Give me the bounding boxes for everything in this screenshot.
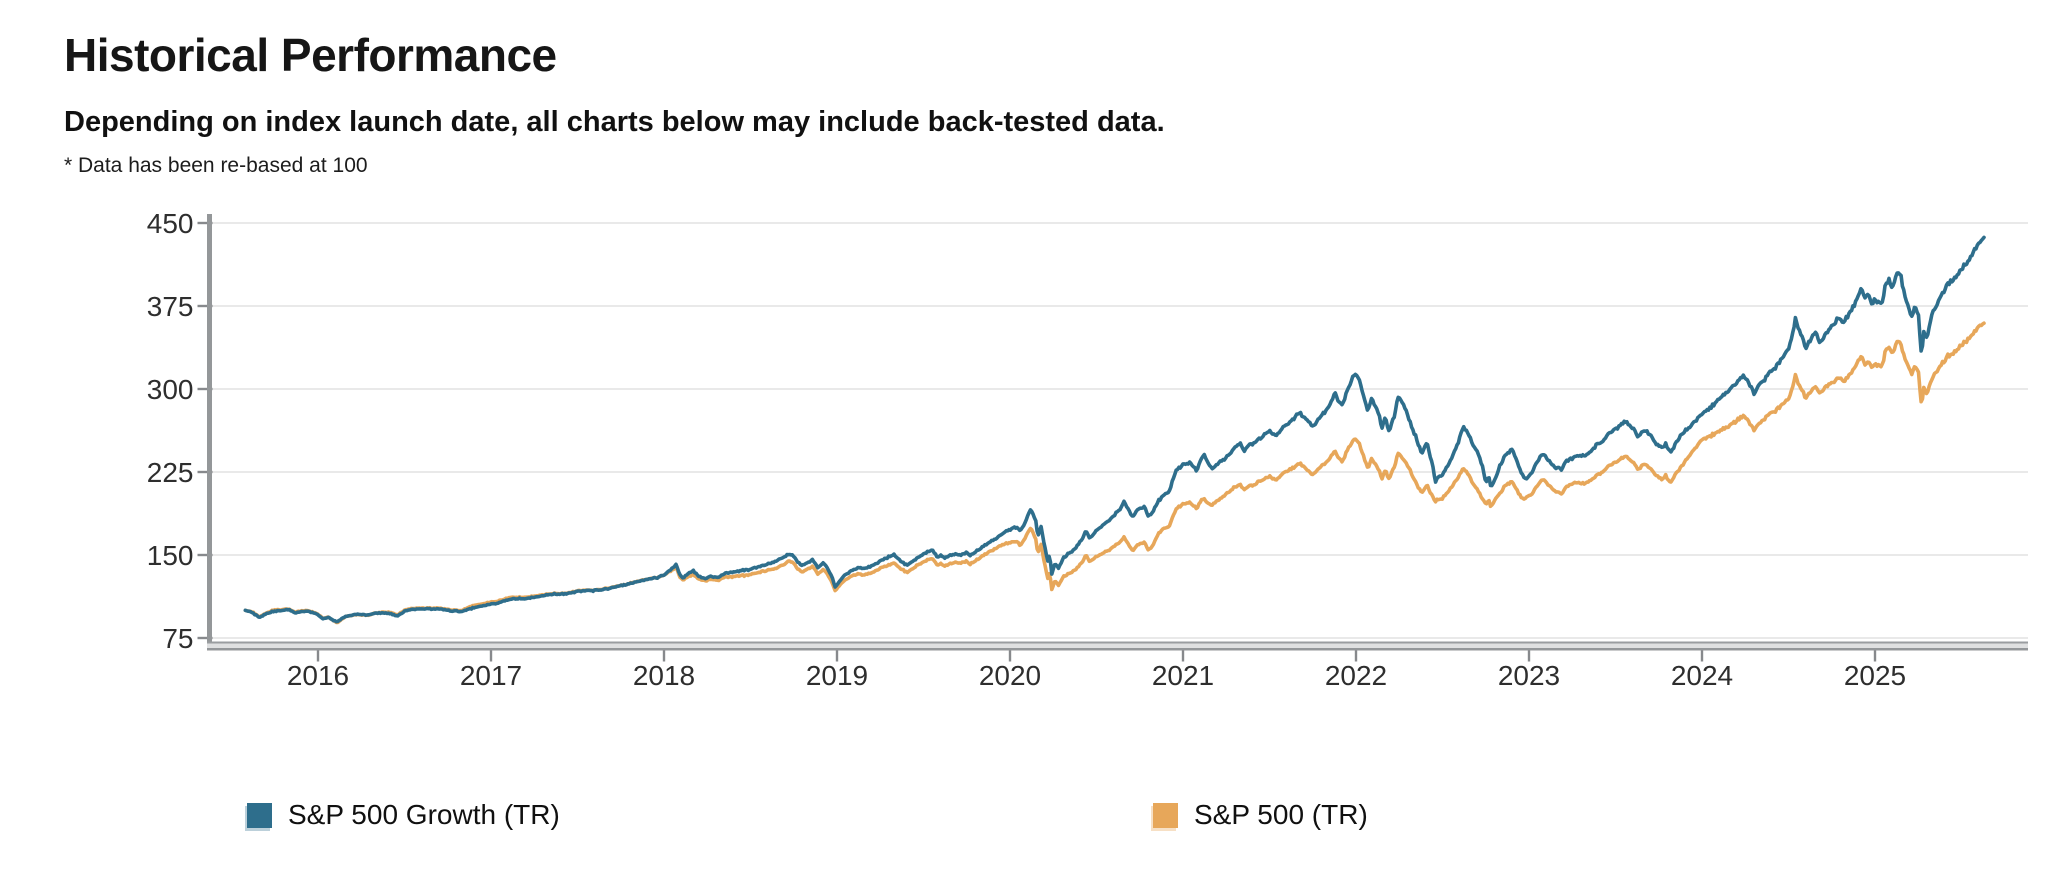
x-axis-label: 2023 bbox=[1498, 660, 1560, 691]
x-axis-label: 2024 bbox=[1671, 660, 1733, 691]
x-axis-label: 2016 bbox=[287, 660, 349, 691]
rebase-footnote: * Data has been re-based at 100 bbox=[64, 154, 368, 177]
x-axis-label: 2019 bbox=[806, 660, 868, 691]
legend-swatch-teal-icon bbox=[247, 802, 272, 828]
y-axis-label: 150 bbox=[147, 540, 194, 571]
y-axis-label: 375 bbox=[147, 291, 194, 322]
chart-subtitle: Depending on index launch date, all char… bbox=[64, 106, 1165, 138]
axis-lines bbox=[207, 214, 2028, 651]
y-axis-label: 75 bbox=[162, 623, 193, 654]
legend-label-sp500: S&P 500 (TR) bbox=[1194, 799, 1368, 830]
y-axis-label: 300 bbox=[147, 374, 194, 405]
y-axis-label: 225 bbox=[147, 457, 194, 488]
legend-swatch-orange-icon bbox=[1153, 802, 1178, 828]
x-axis-label: 2020 bbox=[979, 660, 1041, 691]
y-axis-label: 450 bbox=[147, 208, 194, 239]
gridlines bbox=[209, 222, 2028, 639]
x-axis-label: 2018 bbox=[633, 660, 695, 691]
series-line-sp500 bbox=[243, 321, 1986, 625]
x-axis-label: 2021 bbox=[1152, 660, 1214, 691]
x-axis-label: 2025 bbox=[1844, 660, 1906, 691]
series-line-sp500-growth bbox=[243, 235, 1986, 624]
y-axis: 75 150 225 300 375 450 bbox=[147, 208, 213, 654]
legend-item-sp500[interactable]: S&P 500 (TR) bbox=[1153, 799, 1368, 831]
page-title: Historical Performance bbox=[64, 29, 557, 81]
legend-item-sp500-growth[interactable]: S&P 500 Growth (TR) bbox=[247, 799, 560, 831]
x-axis: 2016 2017 2018 2019 2020 2021 2022 2023 2024 2025 bbox=[287, 649, 1906, 691]
chart-legend: S&P 500 Growth (TR) S&P 500 (TR) bbox=[0, 799, 2054, 839]
legend-label-sp500-growth: S&P 500 Growth (TR) bbox=[288, 799, 560, 830]
x-axis-label: 2017 bbox=[460, 660, 522, 691]
x-axis-label: 2022 bbox=[1325, 660, 1387, 691]
